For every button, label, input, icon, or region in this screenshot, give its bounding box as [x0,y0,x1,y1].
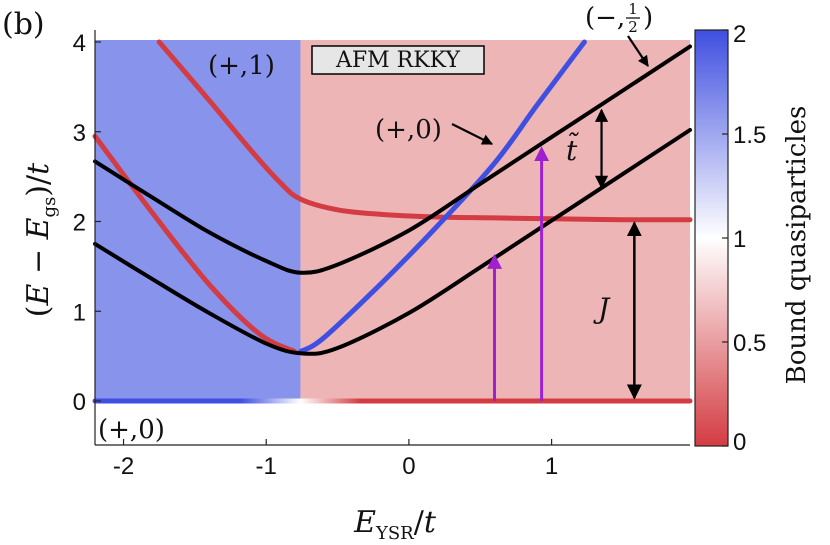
annotation-arrows [451,35,649,401]
svg-text:1: 1 [628,0,638,18]
curve-3 [298,39,587,355]
label-t-tilde: t̃ [566,132,580,167]
axis-ticks: -2 -1 0 1 0 1 2 3 4 [73,30,559,480]
svg-text:2: 2 [628,18,638,36]
afm-rkky-box: AFM RKKY [311,45,485,75]
colorbar-ticks: 0 0.5 1 1.5 2 [722,21,766,456]
x-tick-label-1: -1 [256,453,277,480]
label-J: J [593,292,611,325]
y-tick-label-1: 1 [73,299,86,326]
x-tick-label-2: 0 [402,453,415,480]
colorbar-tick-label-3: 1.5 [733,122,766,149]
svg-text:EYSR/t: EYSR/t [353,505,437,544]
pointer-arrow-plus0 [451,123,493,145]
label-plus-0-upper: (+,0) [375,115,442,145]
y-tick-label-2: 2 [73,210,86,237]
svg-text:): ) [643,3,653,33]
panel-label: (b) [2,7,45,42]
colorbar-tick-label-0: 0 [733,429,746,456]
colorbar-label: Bound quasiparticles [782,106,812,385]
y-axis-label: (E − Egs)/t [21,162,60,317]
x-tick-label-0: -2 [113,453,134,480]
x-tick-label-3: 1 [545,453,558,480]
curve-4 [93,128,692,356]
y-tick-label-4: 4 [73,30,86,57]
svg-text:AFM RKKY: AFM RKKY [335,48,461,73]
curve-2 [156,39,693,223]
curve-5 [93,44,692,275]
pointer-arrow-minus-half [627,35,649,67]
energy-curves [92,39,693,404]
colorbar-tick-label-1: 0.5 [733,330,766,357]
label-plus-1: (+,1) [208,51,275,81]
colorbar-tick-label-4: 2 [733,21,746,48]
label-plus-0-bottom: (+,0) [98,415,165,445]
y-tick-label-3: 3 [73,120,86,147]
label-minus-half: (−, 1 2 ) [585,0,653,36]
y-tick-label-0: 0 [73,389,86,416]
svg-text:(−,: (−, [585,3,625,33]
x-axis-label: EYSR/t [353,505,437,544]
svg-text:(E − Egs)/t: (E − Egs)/t [21,162,60,317]
colorbar-tick-label-2: 1 [733,226,746,253]
